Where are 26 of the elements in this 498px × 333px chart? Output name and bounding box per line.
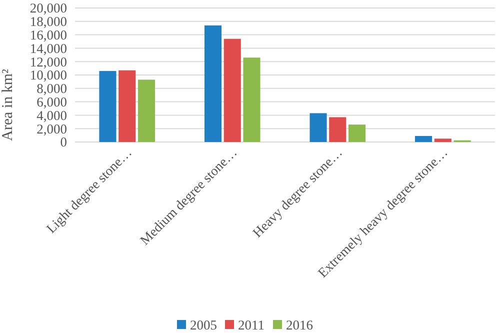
legend-label: 2016 [286,318,314,333]
legend-label: 2005 [190,318,218,333]
bar [224,38,241,142]
bar [243,58,260,142]
y-tick-label: 10,000 [30,68,68,83]
y-tick-label: 20,000 [30,0,68,16]
bar [138,80,155,142]
y-tick-label: 8,000 [36,81,68,96]
legend-label: 2011 [238,318,264,333]
y-tick-label: 16,000 [30,28,68,43]
y-tick-label: 12,000 [30,54,68,70]
y-tick-label: 4,000 [36,108,68,123]
bar [434,138,452,142]
bar [348,124,366,142]
bar [415,136,432,142]
bar [118,70,136,142]
y-tick-label: 14,000 [30,40,68,56]
y-tick-label: 6,000 [36,94,68,110]
bar [329,117,346,142]
bar [204,25,222,142]
y-tick-label: 18,000 [30,14,68,30]
bar [310,113,327,142]
y-tick-label: 2,000 [36,121,68,136]
bar [99,70,116,142]
y-axis-title: Area in km² [0,68,16,141]
y-tick-label: 0 [60,134,68,150]
